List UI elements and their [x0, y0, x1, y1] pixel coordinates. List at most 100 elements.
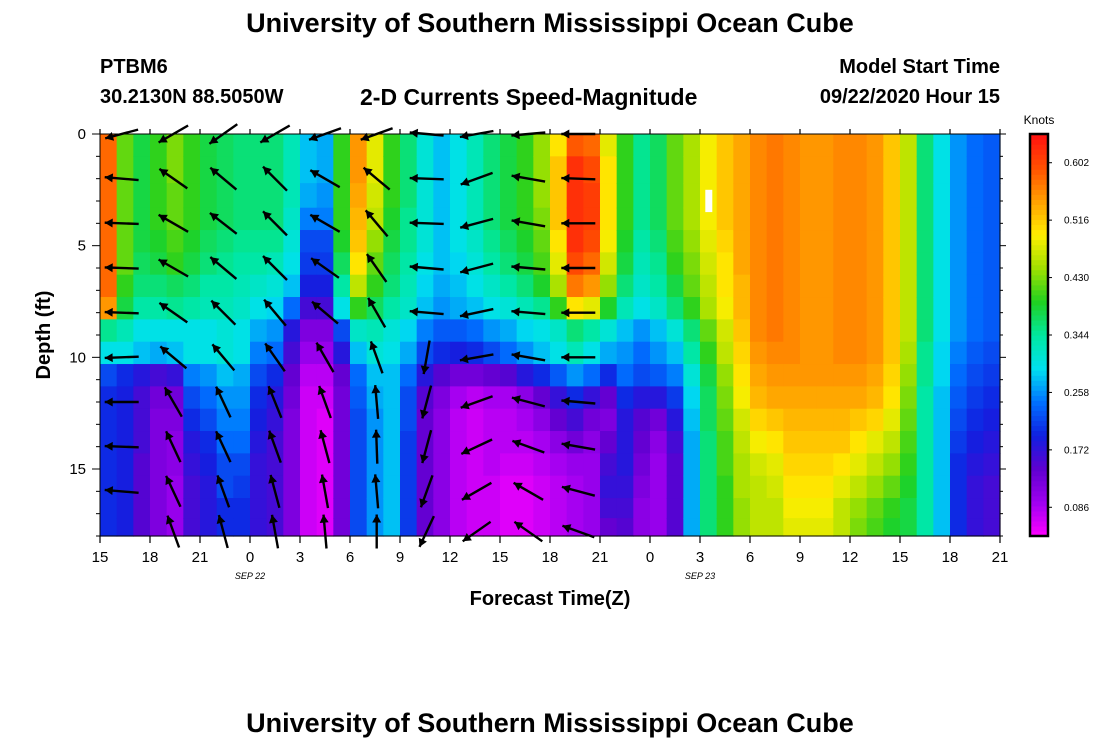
heatmap-cell [333, 252, 351, 276]
heatmap-cell [100, 408, 118, 432]
station-id: PTBM6 [100, 56, 168, 78]
heatmap-cell [150, 431, 168, 454]
current-arrow [209, 166, 238, 191]
current-arrow [210, 299, 237, 326]
heatmap-cell [516, 297, 534, 320]
heatmap-cell [150, 364, 168, 387]
heatmap-cell [616, 364, 634, 387]
heatmap-cell [833, 252, 851, 276]
colorbar-swatch [1030, 284, 1048, 291]
heatmap-cell [150, 319, 168, 343]
heatmap-cell [283, 230, 301, 253]
heatmap-cell [666, 408, 684, 432]
current-arrow [104, 218, 139, 228]
heatmap-cell [700, 341, 718, 365]
heatmap-cell [783, 475, 801, 499]
heatmap-cell [416, 453, 434, 477]
heatmap-cell [983, 297, 1001, 320]
heatmap-cell [500, 183, 518, 209]
heatmap-cell [866, 134, 884, 157]
current-arrow [158, 258, 189, 278]
heatmap-cell [616, 134, 634, 157]
page-title: University of Southern Mississippi Ocean… [246, 8, 854, 38]
y-tick-label: 5 [78, 238, 86, 255]
heatmap-cell [600, 518, 618, 537]
heatmap-cell [583, 341, 601, 365]
heatmap-cell [433, 498, 451, 519]
heatmap-cell [616, 297, 634, 320]
heatmap-cell [700, 297, 718, 320]
heatmap-cell [300, 156, 318, 184]
colorbar-unit: Knots [1024, 113, 1055, 127]
heatmap-cell [716, 518, 734, 537]
heatmap-cell [566, 319, 584, 343]
heatmap-cell [450, 319, 468, 343]
heatmap-cell [416, 341, 434, 365]
heatmap-cell [766, 475, 784, 499]
heatmap-cell [100, 207, 118, 231]
colorbar-swatch [1030, 174, 1048, 180]
heatmap-cell [300, 341, 318, 365]
heatmap-cell [950, 364, 968, 387]
current-arrow [511, 262, 546, 272]
heatmap-cell [600, 230, 618, 253]
heatmap-cell [500, 475, 518, 499]
heatmap-cell [900, 230, 918, 253]
heatmap-cell [483, 183, 501, 209]
heatmap-cell [433, 475, 451, 499]
heatmap-cell [883, 475, 901, 499]
heatmap-cell [250, 252, 268, 276]
heatmap-cell [233, 274, 251, 298]
heatmap-cell [950, 156, 968, 184]
heatmap-cell [733, 364, 751, 387]
heatmap-cell [200, 230, 218, 253]
colorbar-swatch [1030, 144, 1048, 150]
heatmap-cell [183, 341, 201, 365]
heatmap-cell [683, 319, 701, 343]
heatmap-cell [533, 475, 551, 499]
heatmap-cell [583, 408, 601, 432]
heatmap-cell [650, 341, 668, 365]
heatmap-cell [616, 274, 634, 298]
colorbar-swatch [1030, 380, 1048, 386]
heatmap-cell [550, 341, 568, 365]
heatmap-cell [450, 156, 468, 184]
heatmap-cell [966, 475, 984, 499]
current-arrow [513, 481, 544, 501]
heatmap-cell [500, 431, 518, 454]
heatmap-cell [750, 453, 768, 477]
heatmap-cell [200, 274, 218, 298]
heatmap-cell [466, 134, 484, 157]
heatmap-cell [916, 408, 934, 432]
heatmap-cell [316, 498, 334, 519]
date-label: SEP 22 [235, 571, 265, 581]
current-arrow [561, 173, 596, 183]
current-arrow [513, 520, 543, 543]
heatmap-cell [633, 475, 651, 499]
heatmap-cell [166, 498, 184, 519]
heatmap-cell [333, 274, 351, 298]
heatmap-cell [933, 274, 951, 298]
heatmap-cell [850, 183, 868, 209]
heatmap-cell [750, 274, 768, 298]
colorbar-swatch [1030, 345, 1048, 351]
heatmap-cell [450, 518, 468, 537]
current-arrow [215, 430, 232, 463]
heatmap-cell [766, 431, 784, 454]
heatmap-cell [216, 341, 234, 365]
heatmap-cell [383, 297, 401, 320]
heatmap-cell [166, 252, 184, 276]
heatmap-cell [583, 453, 601, 477]
heatmap-cell [333, 319, 351, 343]
model-start-label: Model Start Time [839, 56, 1000, 78]
colorbar-swatch [1030, 264, 1048, 271]
heatmap-cell [266, 230, 284, 253]
x-tick-label: 6 [346, 549, 354, 566]
y-axis-label: Depth (ft) [33, 291, 55, 380]
heatmap-cell [483, 431, 501, 454]
heatmap-cell [616, 408, 634, 432]
heatmap-cell [150, 156, 168, 184]
heatmap-cell [133, 297, 151, 320]
heatmap-cell [966, 274, 984, 298]
heatmap-cell [116, 230, 134, 253]
